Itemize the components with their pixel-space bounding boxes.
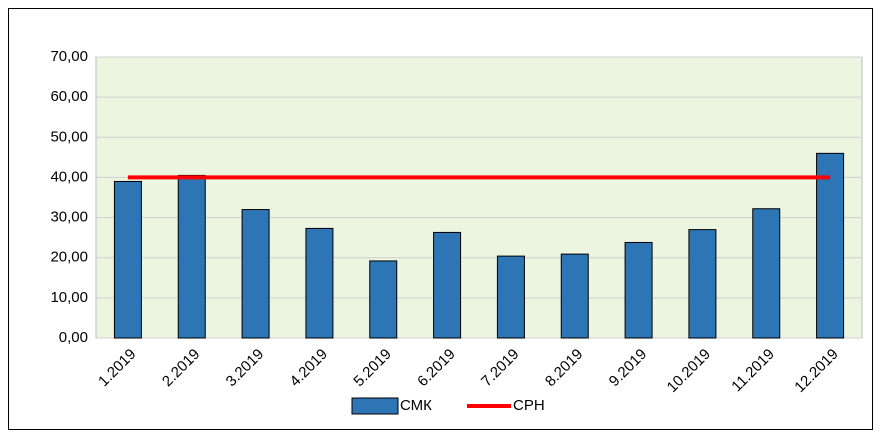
bar bbox=[752, 208, 781, 339]
bar bbox=[369, 260, 398, 339]
y-tick-label: 60,00 bbox=[50, 88, 88, 105]
y-tick-label: 50,00 bbox=[50, 128, 88, 145]
bar bbox=[624, 241, 653, 339]
bar bbox=[113, 180, 142, 339]
y-tick-label: 0,00 bbox=[59, 329, 88, 346]
bar bbox=[241, 209, 270, 339]
bar bbox=[560, 253, 589, 339]
y-tick-label: 20,00 bbox=[50, 249, 88, 266]
bar bbox=[496, 255, 525, 339]
legend-label: СМК bbox=[400, 397, 432, 414]
plot-area bbox=[95, 56, 863, 339]
legend-swatch bbox=[351, 397, 399, 415]
y-tick-label: 10,00 bbox=[50, 289, 88, 306]
y-tick-label: 40,00 bbox=[50, 168, 88, 185]
bar bbox=[433, 231, 462, 339]
y-tick-label: 70,00 bbox=[50, 48, 88, 65]
y-tick-label: 30,00 bbox=[50, 209, 88, 226]
legend-label: СРН bbox=[513, 397, 545, 414]
bar bbox=[816, 152, 845, 339]
bar bbox=[688, 229, 717, 339]
bar bbox=[305, 227, 334, 339]
bar bbox=[177, 174, 206, 339]
